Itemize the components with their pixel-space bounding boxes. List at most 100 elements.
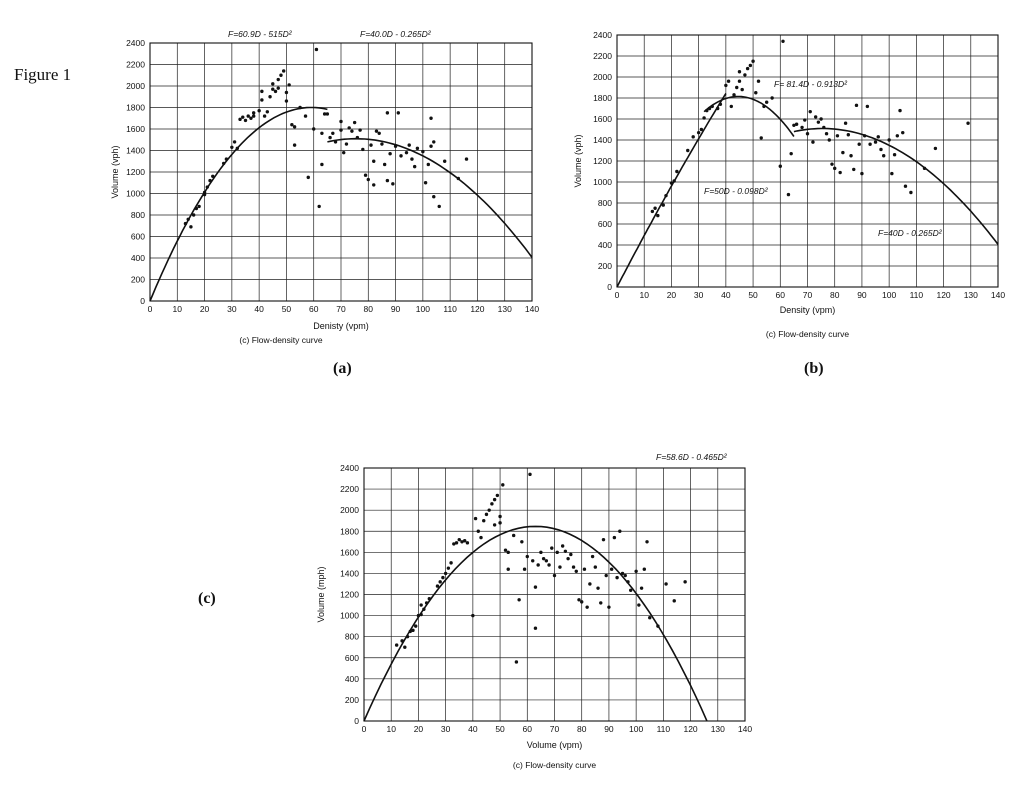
data-point (282, 69, 286, 73)
chart-caption: (c) Flow-density curve (513, 760, 596, 770)
data-point (541, 556, 546, 561)
y-tick-label: 0 (607, 282, 612, 292)
data-point (380, 142, 384, 146)
data-point (735, 85, 739, 90)
data-point (284, 99, 289, 103)
data-point (854, 103, 859, 108)
data-point (909, 190, 913, 195)
data-point (830, 162, 834, 166)
data-point (590, 554, 595, 559)
data-point (339, 119, 343, 124)
data-point (577, 598, 581, 602)
data-point (314, 47, 319, 52)
data-point (449, 561, 453, 565)
equation-label: F=50D - 0.098D² (704, 186, 769, 196)
data-point (966, 121, 970, 125)
data-point (276, 77, 280, 82)
data-point (539, 550, 543, 555)
data-point (183, 221, 188, 226)
data-point (432, 140, 436, 144)
y-tick-label: 1200 (593, 156, 612, 166)
data-point (369, 143, 373, 147)
x-tick-label: 140 (738, 724, 752, 734)
y-tick-label: 1400 (126, 146, 145, 156)
fit-curve (327, 137, 533, 258)
data-point (588, 582, 592, 586)
fit-curve (703, 95, 795, 137)
data-point (882, 154, 886, 158)
data-point (312, 127, 316, 131)
data-point (273, 89, 278, 94)
y-tick-label: 200 (598, 261, 612, 271)
x-tick-label: 130 (964, 290, 978, 300)
data-point (427, 597, 432, 601)
data-point (876, 135, 880, 139)
data-point (292, 125, 297, 129)
y-tick-label: 1600 (340, 547, 359, 557)
data-point (615, 575, 619, 580)
data-point (645, 540, 649, 544)
data-point (442, 159, 447, 163)
y-tick-label: 2400 (593, 30, 612, 40)
data-point (394, 643, 399, 647)
data-point (479, 535, 483, 540)
data-point (251, 111, 256, 115)
data-point (737, 79, 742, 83)
data-point (770, 96, 774, 100)
data-point (454, 541, 459, 545)
data-point (901, 130, 905, 135)
y-tick-label: 1800 (126, 103, 145, 113)
data-point (550, 546, 554, 550)
data-point (487, 508, 491, 512)
data-point (446, 566, 451, 570)
data-point (748, 63, 753, 68)
x-tick-label: 10 (173, 304, 183, 314)
data-point (922, 166, 927, 171)
data-point (822, 125, 826, 130)
x-tick-label: 70 (803, 290, 813, 300)
y-tick-label: 2400 (126, 38, 145, 48)
data-point (473, 516, 478, 521)
data-point (596, 586, 600, 590)
data-point (197, 204, 201, 209)
data-point (251, 114, 256, 118)
y-tick-label: 2000 (126, 81, 145, 91)
data-point (221, 161, 226, 166)
x-tick-label: 40 (254, 304, 264, 314)
data-point (419, 603, 423, 607)
data-point (271, 82, 275, 86)
data-point (868, 142, 872, 146)
data-point (569, 552, 573, 557)
plot-frame (149, 42, 533, 302)
data-point (759, 136, 763, 140)
data-point (639, 586, 644, 590)
data-point (400, 639, 404, 643)
data-point (764, 100, 769, 104)
data-point (675, 169, 679, 174)
y-tick-label: 600 (345, 653, 359, 663)
data-point (862, 134, 867, 138)
data-point (626, 580, 630, 584)
y-tick-label: 1400 (593, 135, 612, 145)
data-point (265, 110, 270, 114)
x-tick-label: 0 (615, 290, 620, 300)
data-point (533, 626, 538, 630)
data-point (194, 206, 199, 211)
data-point (903, 184, 908, 188)
data-point (705, 108, 709, 113)
data-point (623, 573, 627, 578)
data-point (339, 128, 343, 132)
data-point (781, 39, 785, 43)
x-tick-label: 60 (309, 304, 319, 314)
data-point (419, 612, 423, 617)
data-point (429, 144, 433, 148)
data-point (437, 204, 441, 209)
data-point (544, 559, 549, 563)
data-point (740, 87, 744, 92)
data-point (525, 554, 529, 559)
data-point (650, 209, 655, 214)
data-point (672, 599, 676, 603)
data-point (276, 86, 280, 90)
x-axis-label: Density (vpm) (780, 305, 836, 315)
